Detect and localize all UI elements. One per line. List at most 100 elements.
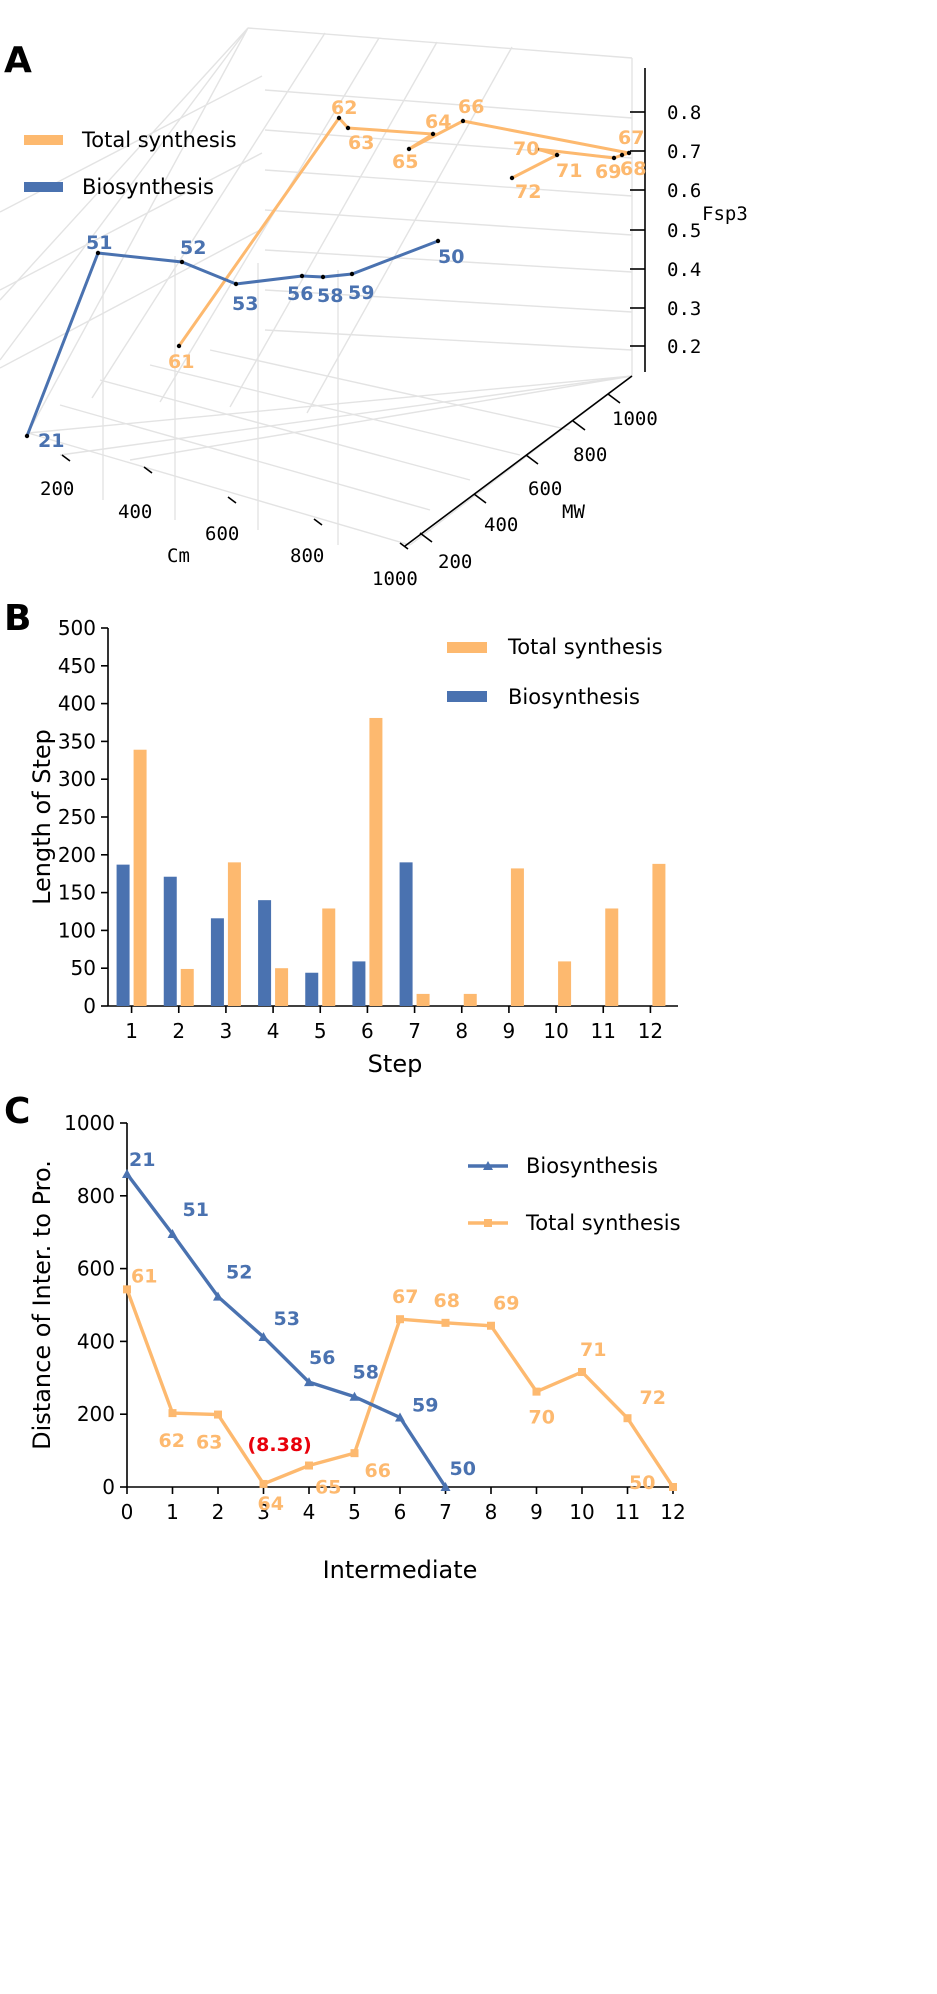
total-synthesis-marker-72	[623, 1414, 632, 1423]
total-series-line	[177, 115, 630, 347]
grid-line-7	[91, 32, 326, 399]
mw-tick-label: 1000	[612, 408, 658, 430]
fsp3-tick-label: 0.7	[667, 141, 701, 163]
panel-a-grid	[0, 27, 633, 546]
total-synthesis-label-65: 65	[315, 1477, 341, 1499]
bar-total-step-6	[369, 717, 383, 1006]
legend-label-bio: Biosynthesis	[508, 685, 640, 709]
grid-line-0	[27, 27, 249, 434]
mw-axis	[404, 375, 633, 547]
bio-series-point-50	[435, 238, 441, 244]
total-synthesis-marker-68	[441, 1318, 450, 1327]
total-series-point-62	[336, 115, 342, 121]
x-tick-label: 7	[439, 1500, 452, 1524]
x-tick-label: 8	[485, 1500, 498, 1524]
x-tick-label: 11	[615, 1500, 640, 1524]
legend-marker-bio	[483, 1161, 493, 1170]
total-series-point-72	[509, 175, 515, 181]
biosynthesis-label-52: 52	[226, 1262, 252, 1284]
legend-label-total: Total synthesis	[507, 635, 663, 659]
total-synthesis-marker-63	[214, 1410, 222, 1419]
bar-total-step-7	[416, 993, 430, 1006]
bio-series-point-56	[299, 273, 305, 279]
biosynthesis-label-53: 53	[274, 1308, 300, 1330]
grid-line-26	[209, 349, 571, 431]
total-series-label-67: 67	[618, 127, 644, 149]
x-tick-label: 4	[267, 1019, 280, 1043]
cm-tick-label: 600	[205, 523, 239, 545]
x-tick-label: 0	[121, 1500, 134, 1524]
x-tick-label: 5	[314, 1019, 327, 1043]
y-tick-label: 200	[58, 843, 96, 867]
highlight-annotation: (8.38)	[248, 1434, 312, 1456]
biosynthesis-label-59: 59	[412, 1394, 438, 1416]
grid-line-25	[149, 364, 521, 456]
biosynthesis-marker-52	[213, 1291, 223, 1301]
y-tick-label: 350	[58, 729, 96, 753]
legend-label-total: Total synthesis	[525, 1211, 681, 1235]
bar-total-step-2	[180, 968, 194, 1006]
total-synthesis-marker-50	[669, 1483, 677, 1491]
cm-tick-label: 200	[40, 478, 74, 500]
total-series-point-69	[611, 155, 617, 161]
cm-tick-label: 800	[290, 545, 324, 567]
legend-label-bio: Biosynthesis	[82, 175, 214, 199]
total-series-label-72: 72	[515, 181, 541, 203]
y-tick-label: 450	[58, 654, 96, 678]
mw-tick-label: 400	[484, 514, 518, 536]
bar-biosynthesis-step-6	[352, 961, 366, 1006]
bar-total-step-8	[463, 993, 477, 1006]
panel-a-3d-chart: A0.20.30.40.50.60.70.8Fsp320040060080010…	[0, 27, 748, 590]
total-series-label-62: 62	[331, 97, 357, 119]
bio-series-label-52: 52	[180, 237, 206, 259]
x-tick-label: 12	[660, 1500, 685, 1524]
x-tick-label: 9	[530, 1500, 543, 1524]
mw-tick	[572, 420, 586, 431]
total-series-point-67	[626, 150, 632, 156]
total-series-point-64	[430, 131, 436, 137]
bio-series-point-51	[95, 250, 101, 256]
legend-swatch-total	[447, 642, 487, 653]
mw-tick	[473, 493, 487, 504]
total-synthesis-label-62: 62	[159, 1430, 185, 1452]
mw-tick-label: 200	[438, 551, 472, 573]
x-tick-label: 11	[591, 1019, 616, 1043]
total-series-label-71: 71	[556, 160, 582, 182]
total-synthesis-marker-61	[123, 1285, 131, 1294]
bar-total-step-11	[605, 908, 619, 1006]
fsp3-tick-label: 0.4	[667, 259, 701, 281]
bar-biosynthesis-step-3	[210, 918, 224, 1006]
grid-line-18	[0, 27, 249, 361]
grid-line-17	[264, 329, 633, 351]
legend-swatch-bio	[447, 691, 487, 702]
y-tick-label: 300	[58, 767, 96, 791]
legend-swatch-total	[24, 135, 63, 145]
grid-line-9	[229, 41, 438, 408]
total-synthesis-label-72: 72	[640, 1387, 666, 1409]
mw-tick	[525, 454, 539, 465]
fsp3-tick-label: 0.2	[667, 336, 701, 358]
cm-tick-label: 400	[118, 501, 152, 523]
y-axis-label: Length of Step	[28, 729, 56, 905]
grid-line-16	[264, 289, 633, 313]
total-synthesis-label-61: 61	[131, 1265, 157, 1287]
grid-line-11	[264, 89, 633, 119]
total-synthesis-label-67: 67	[392, 1286, 418, 1308]
biosynthesis-marker-56	[304, 1377, 314, 1387]
legend-label-bio: Biosynthesis	[526, 1154, 658, 1178]
grid-line-24	[99, 379, 471, 481]
total-series-label-63: 63	[348, 132, 374, 154]
fsp3-tick-label: 0.6	[667, 180, 701, 202]
bio-series-label-21: 21	[38, 430, 64, 452]
total-synthesis-marker-62	[168, 1409, 177, 1418]
bio-series-label-53: 53	[232, 293, 258, 315]
bar-biosynthesis-step-1	[116, 864, 130, 1006]
grid-line-2	[247, 27, 633, 59]
mw-axis-label: MW	[562, 501, 585, 523]
biosynthesis-marker-21	[122, 1168, 132, 1178]
y-tick-label: 1000	[64, 1111, 115, 1135]
x-tick-label: 2	[172, 1019, 185, 1043]
x-tick-label: 4	[303, 1500, 316, 1524]
mw-tick	[419, 532, 433, 543]
bar-biosynthesis-step-2	[163, 876, 177, 1006]
